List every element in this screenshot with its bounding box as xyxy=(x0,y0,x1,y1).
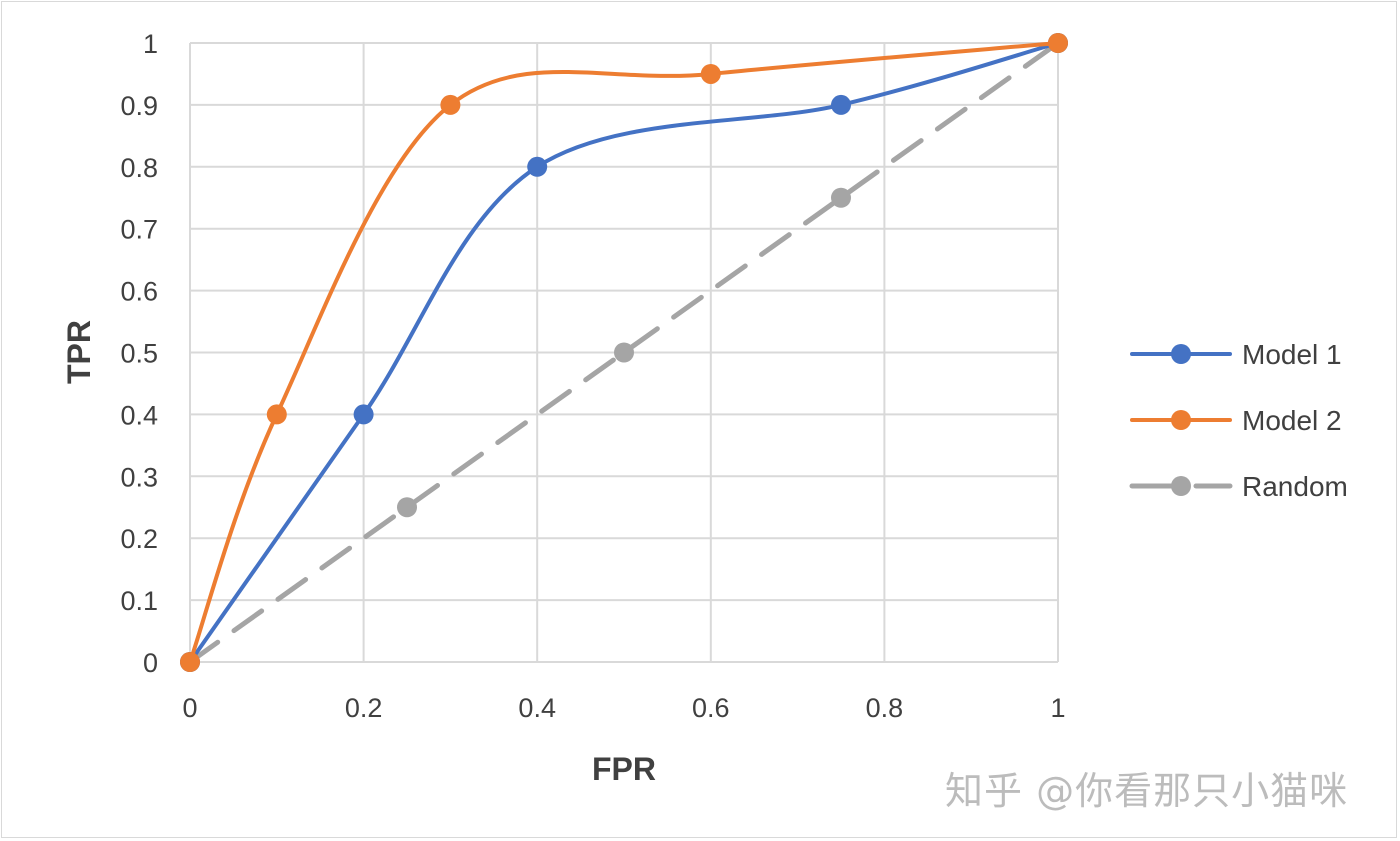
y-axis-ticks: 0 0.1 0.2 0.3 0.4 0.5 0.6 0.7 0.8 0.9 1 xyxy=(120,29,158,678)
y-tick-label: 0.5 xyxy=(120,339,158,369)
gridlines xyxy=(189,42,1059,663)
y-tick-label: 1 xyxy=(143,29,158,59)
legend-label: Random xyxy=(1242,471,1348,502)
y-tick-label: 0.9 xyxy=(120,91,158,121)
x-axis-ticks: 0 0.2 0.4 0.6 0.8 1 xyxy=(182,693,1065,723)
legend-item: Model 1 xyxy=(1130,339,1342,370)
data-point-marker xyxy=(397,497,417,518)
x-tick-label: 0.4 xyxy=(518,693,556,723)
data-point-marker xyxy=(614,342,634,363)
series-model-2 xyxy=(180,33,1068,672)
y-tick-label: 0.3 xyxy=(120,462,158,492)
y-tick-label: 0.8 xyxy=(120,153,158,183)
data-point-marker xyxy=(831,187,851,208)
legend-marker-icon xyxy=(1171,344,1191,364)
y-tick-label: 0.6 xyxy=(120,277,158,307)
watermark: 知乎 @你看那只小猫咪 xyxy=(945,769,1349,813)
x-tick-label: 0.6 xyxy=(692,693,730,723)
y-tick-label: 0.1 xyxy=(120,586,158,616)
x-tick-label: 1 xyxy=(1050,693,1065,723)
data-point-marker xyxy=(831,94,851,115)
x-tick-label: 0.2 xyxy=(345,693,383,723)
data-point-marker xyxy=(440,94,461,115)
data-point-marker xyxy=(180,652,200,672)
y-tick-label: 0 xyxy=(143,648,158,678)
x-tick-label: 0.8 xyxy=(866,693,904,723)
y-tick-label: 0.4 xyxy=(120,400,158,430)
data-point-marker xyxy=(353,404,374,425)
y-tick-label: 0.2 xyxy=(120,524,158,554)
x-axis-title: FPR xyxy=(592,751,656,787)
x-tick-label: 0 xyxy=(182,693,197,723)
legend-label: Model 2 xyxy=(1242,405,1342,436)
legend-marker-icon xyxy=(1171,410,1191,430)
legend-item: Model 2 xyxy=(1130,405,1342,436)
data-point-marker xyxy=(266,404,287,425)
y-axis-title: TPR xyxy=(61,320,97,384)
legend-item: Random xyxy=(1129,471,1348,502)
series-lines xyxy=(180,33,1068,672)
data-point-marker xyxy=(1048,33,1068,53)
legend-label: Model 1 xyxy=(1242,339,1342,370)
legend-marker-icon xyxy=(1171,476,1191,496)
data-point-marker xyxy=(527,156,548,177)
legend: Model 1 Model 2 Random xyxy=(1129,339,1348,502)
data-point-marker xyxy=(700,63,721,84)
y-tick-label: 0.7 xyxy=(120,215,158,245)
